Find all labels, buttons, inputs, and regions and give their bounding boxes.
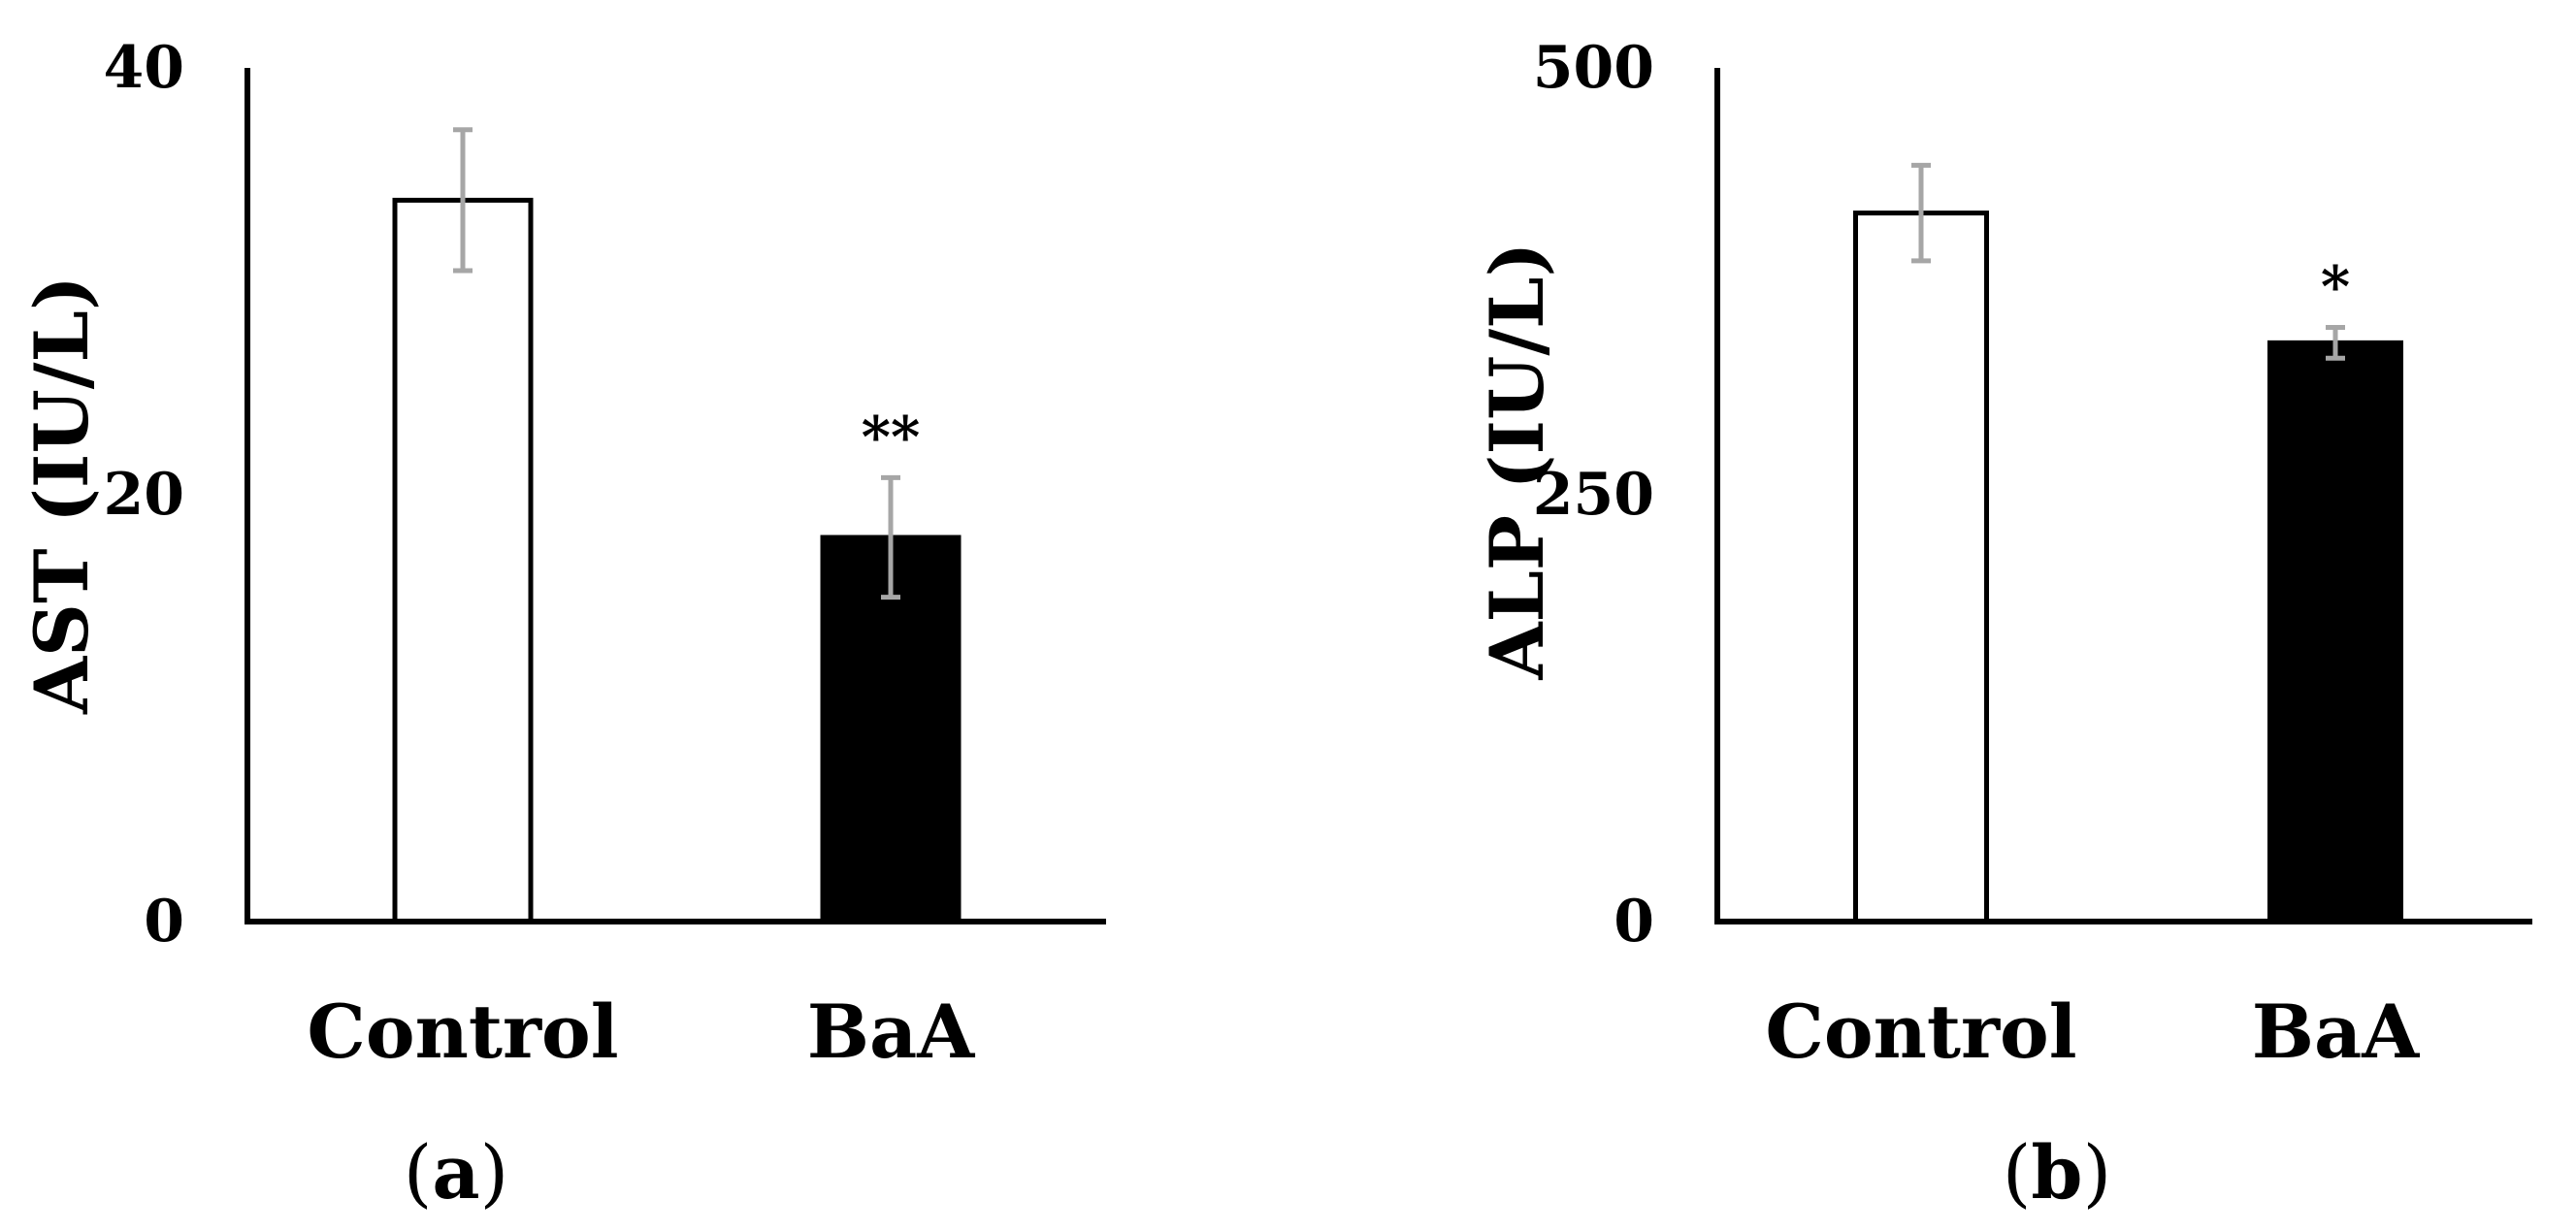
bar-baa [2267,340,2403,924]
y-tick-label: 0 [144,888,184,956]
y-tick-label: 500 [1533,34,1654,102]
y-axis-title: ALP (IU/L) [1474,243,1560,681]
chart-panel-a: ** 0 20 40 Control BaA AST (IU/L) (a) [18,34,1106,1216]
error-bar-control [1911,162,1931,264]
panel-label: (b) [2003,1129,2111,1216]
panel-label: (a) [404,1129,509,1216]
x-tick-label-control: Control [1765,989,2076,1075]
chart-panel-b: * 0 250 500 Control BaA ALP (IU/L) (b) [1474,34,2532,1216]
x-tick-label-baa: BaA [2252,989,2420,1075]
error-bar-baa [881,474,900,600]
error-bar-baa [2326,325,2345,361]
significance-marker: ** [862,404,921,470]
y-tick-label: 20 [104,461,185,529]
bar-control [1853,211,1989,924]
y-tick-label: 40 [104,34,185,102]
error-bar-control [453,127,473,274]
x-tick-label-baa: BaA [807,989,975,1075]
y-tick-label: 250 [1533,461,1654,529]
significance-marker: * [2321,254,2350,320]
y-axis-title: AST (IU/L) [18,276,105,715]
y-tick-label: 0 [1614,888,1654,956]
x-tick-label-control: Control [307,989,618,1075]
bar-control [392,197,534,924]
bar-baa [820,535,962,924]
